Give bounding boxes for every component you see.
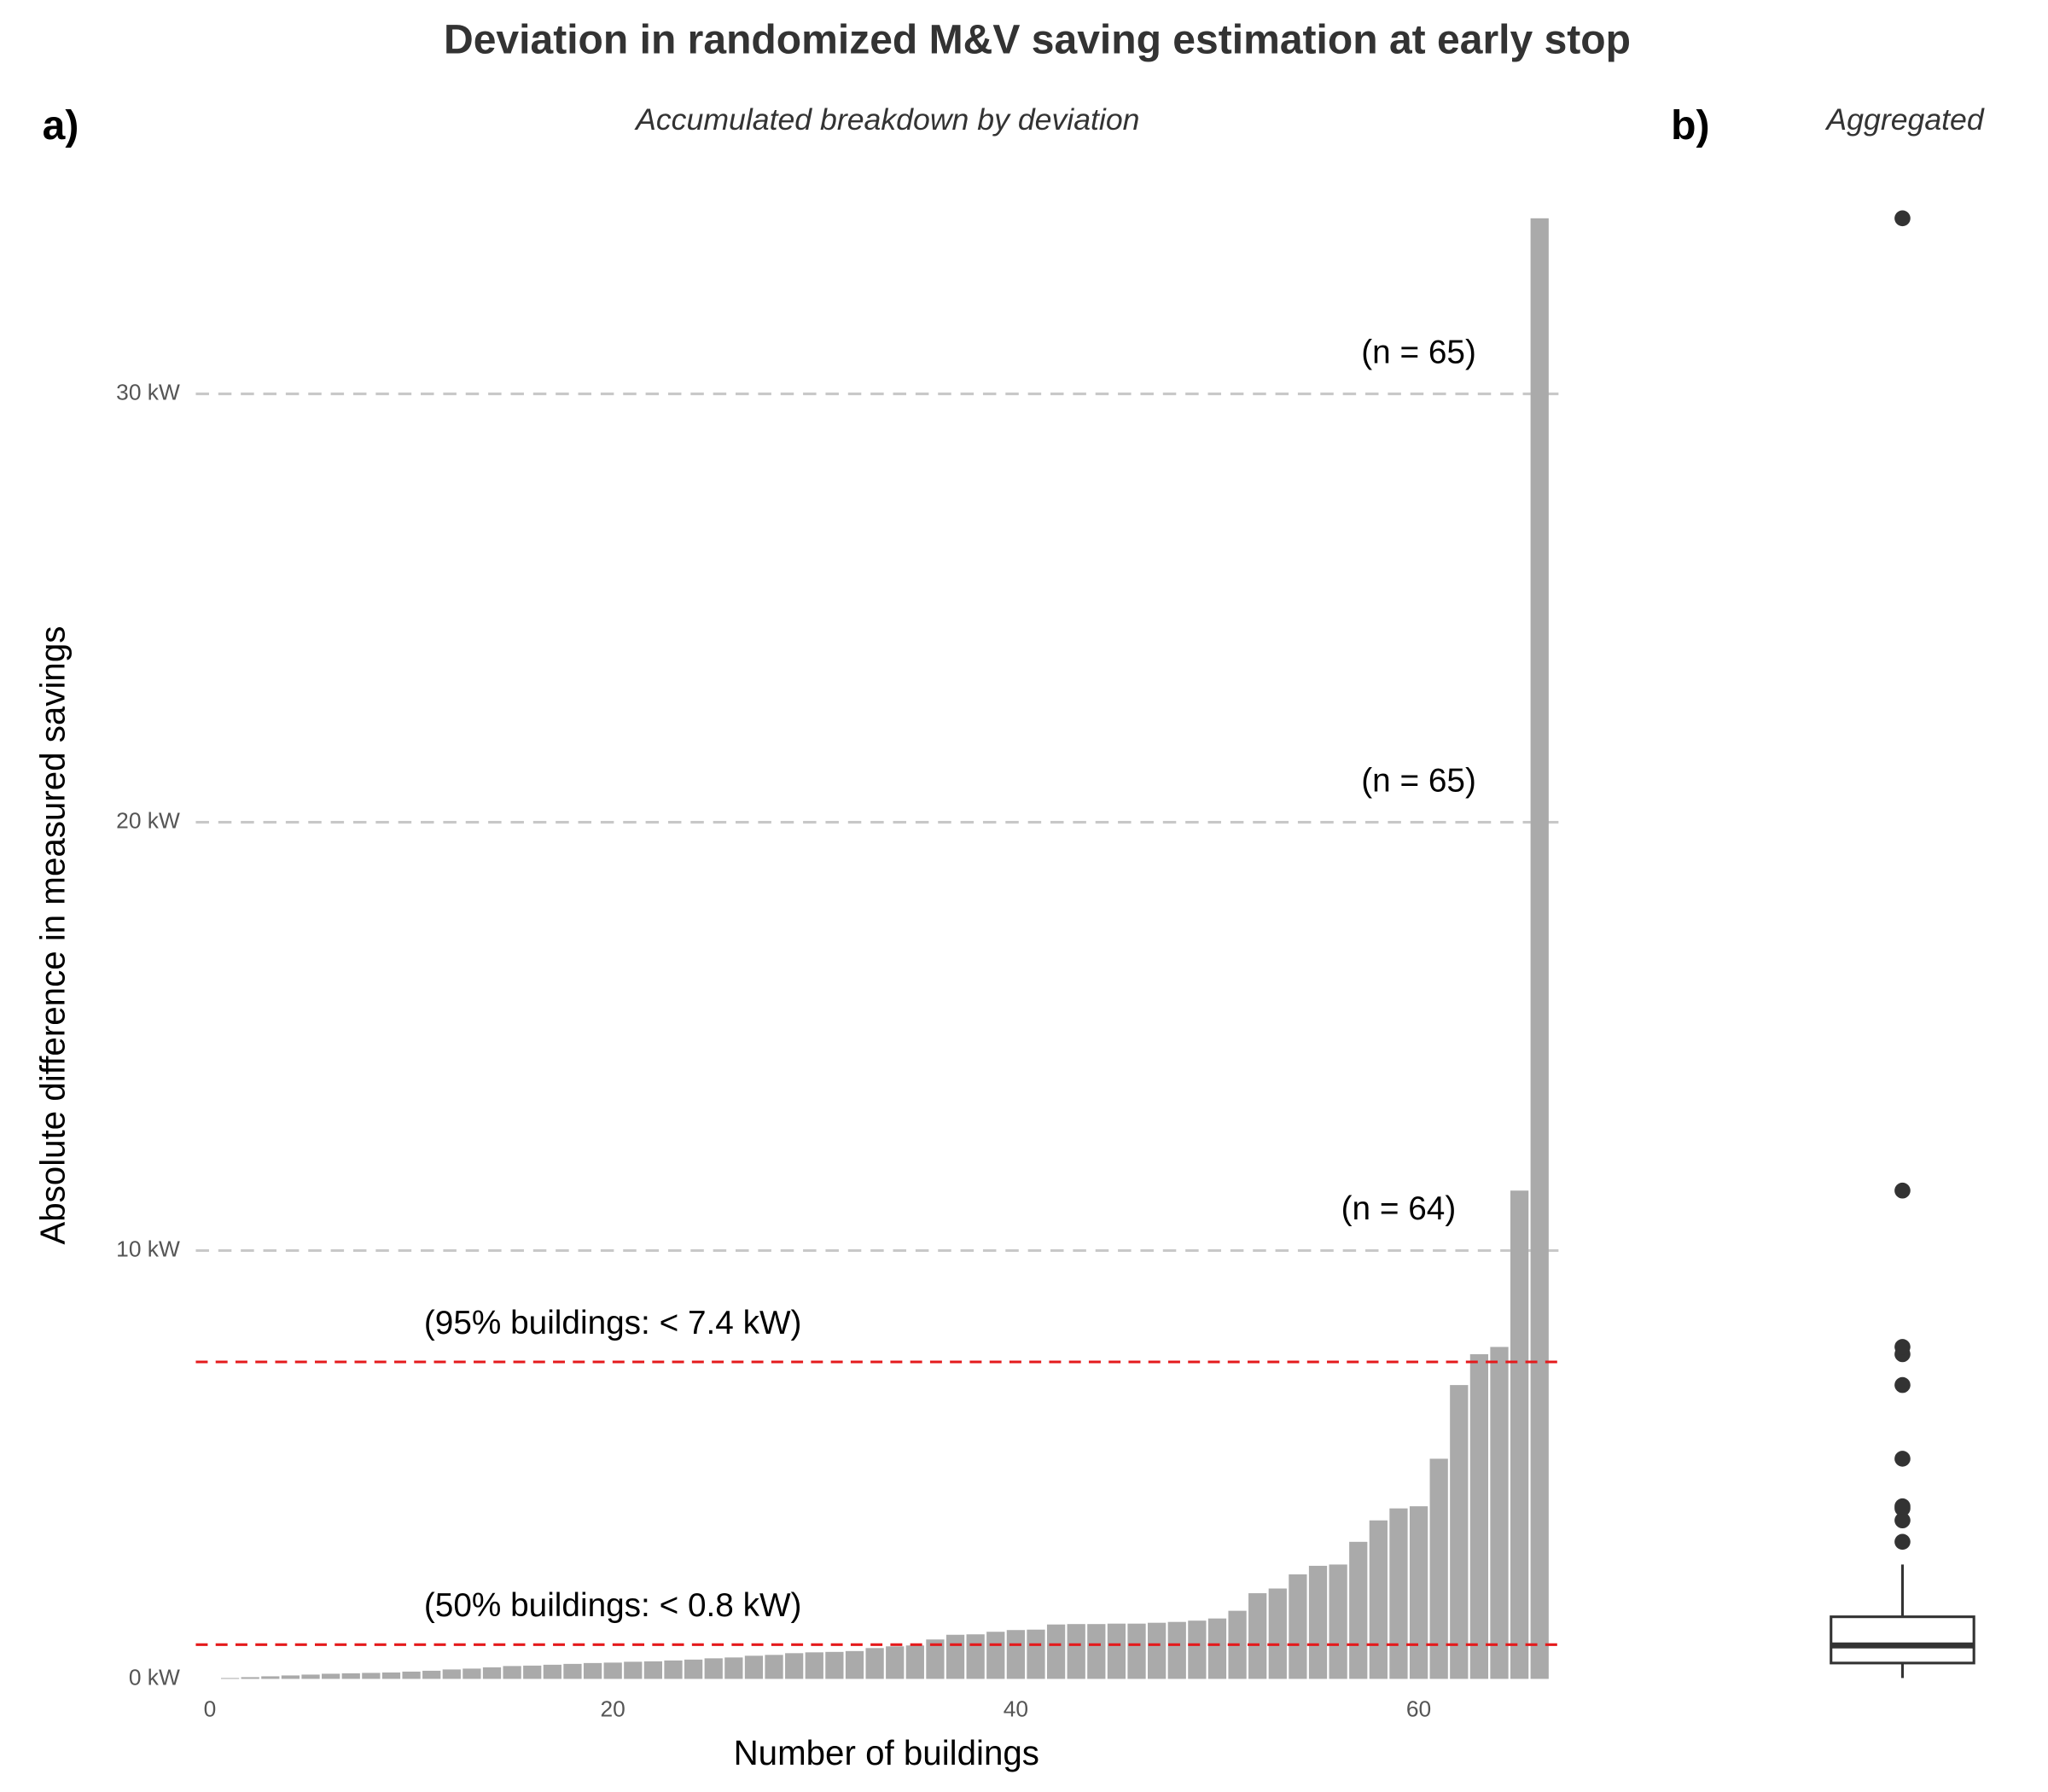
bar	[664, 1660, 683, 1679]
bar	[1188, 1620, 1207, 1679]
bar	[1349, 1541, 1368, 1679]
annotation: (n = 64)	[1341, 1190, 1457, 1227]
bar	[945, 1634, 965, 1679]
panel-label: b)	[1671, 102, 1709, 148]
bar	[301, 1674, 320, 1679]
bar	[1046, 1624, 1066, 1679]
bar	[704, 1658, 723, 1679]
x-axis-label: Number of buildings	[734, 1734, 1039, 1772]
bar	[1087, 1624, 1106, 1679]
bar	[543, 1664, 561, 1679]
bar	[865, 1648, 884, 1679]
bar	[1107, 1623, 1126, 1679]
x-tick-label: 20	[601, 1696, 625, 1722]
bar	[845, 1650, 864, 1679]
bar	[523, 1665, 542, 1679]
bar	[381, 1672, 401, 1679]
panel-subtitle: Aggregated	[1824, 102, 1984, 137]
bar	[825, 1651, 844, 1679]
bar	[986, 1632, 1005, 1679]
outlier	[1894, 1182, 1911, 1199]
bar	[503, 1666, 521, 1679]
figure-title: Deviation in randomized M&V saving estim…	[444, 16, 1631, 62]
annotation: (n = 65)	[1361, 334, 1476, 370]
bar	[1167, 1621, 1186, 1679]
bar	[1490, 1347, 1509, 1679]
bar	[362, 1673, 381, 1679]
bar	[1289, 1574, 1307, 1679]
bar	[563, 1663, 582, 1679]
y-axis-label: Absolute difference in measured savings	[34, 626, 73, 1245]
bar	[966, 1634, 985, 1679]
bar	[603, 1662, 622, 1679]
x-tick-label: 0	[204, 1696, 217, 1722]
bar	[402, 1671, 421, 1679]
bar	[1148, 1622, 1167, 1679]
bar	[624, 1661, 643, 1679]
bar	[1530, 218, 1549, 1679]
y-tick-label: 30 kW	[116, 380, 180, 405]
bar	[905, 1645, 924, 1679]
x-tick-label: 40	[1004, 1696, 1028, 1722]
bar	[482, 1667, 502, 1679]
annotation: (n = 65)	[1361, 762, 1476, 799]
panel-label: a)	[43, 102, 79, 148]
bar	[1469, 1353, 1489, 1679]
bar	[643, 1661, 663, 1679]
bar	[1207, 1618, 1227, 1679]
bar	[422, 1670, 441, 1679]
outlier	[1894, 1533, 1911, 1551]
bar	[322, 1673, 340, 1679]
bar	[1450, 1385, 1469, 1679]
y-tick-label: 10 kW	[116, 1236, 180, 1261]
bar	[805, 1652, 823, 1679]
bar	[1268, 1588, 1287, 1679]
bar	[1067, 1624, 1085, 1679]
outlier	[1894, 1339, 1911, 1355]
bar	[341, 1673, 360, 1679]
bar	[463, 1668, 481, 1679]
bar	[1409, 1506, 1428, 1679]
box	[1830, 1615, 1975, 1665]
y-tick-label: 20 kW	[116, 808, 180, 834]
bar	[1248, 1593, 1267, 1679]
bar	[1369, 1520, 1388, 1679]
bar	[684, 1659, 703, 1679]
bar	[926, 1639, 945, 1679]
outlier	[1894, 1376, 1911, 1393]
bar	[220, 1678, 240, 1679]
reference-label: (95% buildings: < 7.4 kW)	[424, 1305, 802, 1341]
y-tick-label: 0 kW	[129, 1664, 180, 1690]
bar	[1389, 1508, 1408, 1679]
panel-subtitle: Accumulated breakdown by deviation	[634, 102, 1139, 137]
bar	[1127, 1623, 1146, 1679]
bar	[241, 1677, 259, 1679]
bar	[886, 1646, 905, 1679]
bar	[1510, 1190, 1529, 1679]
bar	[1429, 1458, 1448, 1679]
outlier	[1894, 1512, 1911, 1529]
bar	[442, 1669, 461, 1679]
bar	[765, 1655, 783, 1679]
bar	[785, 1653, 804, 1679]
bar	[1027, 1629, 1045, 1679]
bar	[281, 1675, 300, 1679]
bar	[1329, 1564, 1347, 1679]
x-tick-label: 60	[1406, 1696, 1431, 1722]
bar	[261, 1676, 280, 1679]
reference-label: (50% buildings: < 0.8 kW)	[424, 1587, 802, 1624]
outlier	[1894, 210, 1911, 227]
bar	[1006, 1630, 1025, 1679]
bar	[583, 1662, 602, 1679]
bar	[1308, 1565, 1328, 1679]
bar	[724, 1657, 743, 1679]
outlier	[1894, 1498, 1911, 1515]
bar	[744, 1655, 764, 1679]
outlier	[1894, 1451, 1911, 1467]
